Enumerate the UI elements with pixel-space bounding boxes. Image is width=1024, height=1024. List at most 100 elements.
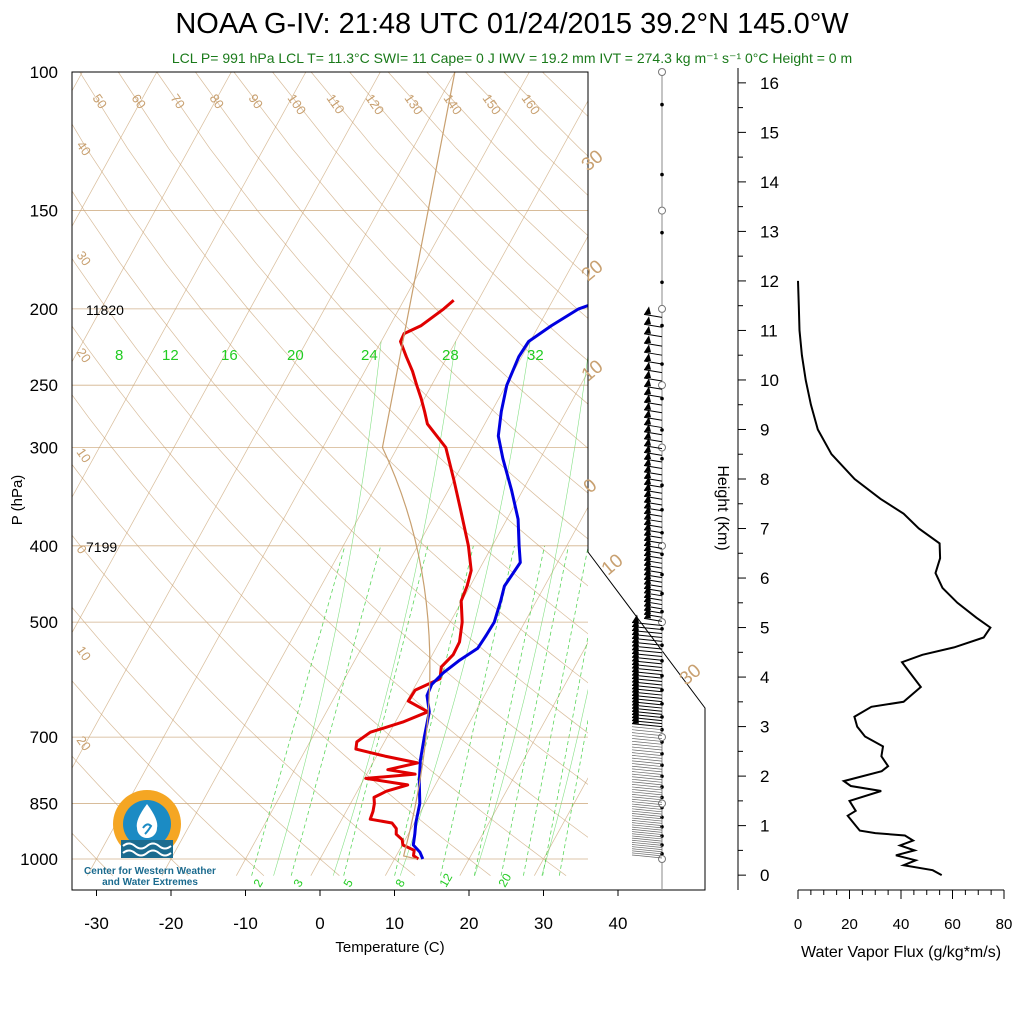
wind-barb-pennant — [644, 505, 651, 514]
isotherm-line — [534, 777, 588, 876]
dry-adiabat-label: 80 — [207, 91, 228, 111]
logo-emblem-icon — [113, 790, 181, 858]
x-tick-label: 30 — [534, 914, 553, 933]
y-tick-label: 300 — [30, 438, 58, 457]
isotherm-line — [0, 72, 8, 876]
wind-barb-shaft — [631, 776, 663, 781]
wind-barb-dot — [660, 230, 664, 235]
dry-adiabat-line — [72, 463, 491, 876]
flux-y-tick-label: 9 — [760, 420, 769, 439]
dry-adiabat-line — [349, 72, 588, 319]
mixing-ratio-line — [251, 545, 346, 876]
dry-adiabat-line — [72, 680, 265, 876]
wind-barb-shaft — [631, 833, 663, 838]
dry-adiabat-label: 60 — [129, 91, 150, 111]
wind-barb-shaft — [643, 313, 663, 318]
wind-barb-shaft — [643, 471, 663, 476]
wind-barb-pennant — [644, 370, 651, 379]
wind-barb-pennant — [644, 444, 651, 453]
y-tick-label: 700 — [30, 728, 58, 747]
isotherm-label: 10 — [598, 550, 628, 580]
wind-barb-shaft — [631, 757, 663, 762]
flux-y-tick-label: 10 — [760, 371, 779, 390]
height-annotation: 7199 — [86, 539, 117, 555]
dry-adiabat-line — [72, 325, 588, 838]
isotherm-label: 10 — [74, 445, 95, 465]
wind-barb-dot — [660, 843, 664, 847]
wind-barb-shaft — [643, 512, 663, 517]
wind-barb-pennant — [644, 516, 651, 525]
wind-barb-shaft — [631, 848, 663, 853]
wind-barb-shaft — [631, 810, 663, 815]
wind-barb-pennant — [644, 610, 651, 619]
wind-barb-pennant — [644, 488, 651, 497]
flux-x-tick-label: 0 — [794, 916, 802, 933]
wind-barb-shaft — [643, 489, 663, 494]
wind-barb-shaft — [643, 501, 663, 506]
wind-barb-shaft — [631, 817, 663, 822]
isotherm-line — [72, 72, 381, 634]
wind-barb-calm-circle — [658, 443, 666, 452]
wind-barb-shaft — [631, 846, 663, 850]
wind-barb-shaft — [643, 377, 663, 382]
wind-barb-shaft — [631, 820, 663, 824]
wind-barb-pennant — [644, 423, 651, 432]
wind-barb-pennant — [644, 353, 651, 362]
dry-adiabat-line — [233, 72, 588, 449]
y-tick-label: 1000 — [20, 850, 58, 869]
isotherm-label: 10 — [578, 356, 608, 386]
wind-barb-shaft — [631, 763, 663, 767]
wind-barb-shaft — [631, 738, 663, 742]
wind-barb-dot — [660, 774, 664, 779]
y-axis-title: P (hPa) — [9, 475, 26, 526]
flux-x-tick-label: 20 — [841, 916, 858, 933]
isotherm-line — [161, 100, 588, 876]
wind-barb-shaft — [631, 791, 663, 796]
parcel-path-line — [381, 72, 456, 860]
isotherm-line — [72, 72, 232, 363]
moist-adiabat-line — [399, 341, 531, 876]
isotherm-line — [72, 72, 158, 227]
wind-barb-shaft — [631, 826, 663, 831]
isotherm-line — [72, 72, 456, 769]
wind-barb-pennant — [644, 457, 651, 466]
moist-adiabat-line — [273, 341, 382, 876]
y-tick-label: 400 — [30, 537, 58, 556]
dry-adiabat-label: 70 — [168, 91, 189, 111]
isotherm-label: 30 — [74, 248, 95, 268]
flux-x-tick-label: 60 — [944, 916, 961, 933]
wind-barb-shaft — [631, 852, 663, 857]
wind-barb-shaft — [643, 523, 663, 528]
wind-barb-pennant — [644, 401, 651, 410]
wind-barb-dot — [660, 659, 664, 663]
wind-barb-shaft — [631, 837, 663, 842]
y-tick-label: 150 — [30, 202, 58, 221]
wind-barb-pennant — [644, 537, 651, 546]
mixing-ratio-line — [343, 545, 429, 876]
isotherm-label: 30 — [676, 660, 706, 690]
wind-barb-shaft — [643, 431, 663, 436]
dewpoint-profile-line — [411, 303, 588, 860]
wind-barb-shaft — [631, 732, 663, 736]
flux-y-tick-label: 14 — [760, 173, 779, 192]
wind-barb-dot — [660, 323, 664, 328]
mixing-ratio-label: 28 — [442, 347, 459, 364]
wind-barb-dot — [660, 280, 664, 285]
wind-barb-shaft — [631, 854, 663, 859]
isotherm-label: 10 — [74, 643, 95, 663]
wind-barb-pennant — [644, 521, 651, 530]
wind-barb-shaft — [631, 771, 663, 775]
y-tick-label: 500 — [30, 613, 58, 632]
wind-barb-pennant — [644, 463, 651, 472]
wind-barb-calm-circle — [658, 68, 666, 76]
flux-y-axis-title: Height (Km) — [714, 465, 731, 550]
mixing-ratio-line — [500, 545, 569, 876]
wind-barb-pennant — [644, 335, 651, 344]
mixing-ratio-label: 12 — [162, 347, 179, 364]
isotherm-label: 20 — [74, 733, 95, 753]
plot-frame — [71, 71, 706, 891]
dry-adiabat-line — [72, 257, 588, 785]
flux-y-tick-label: 4 — [760, 668, 769, 687]
wind-barb-shaft — [643, 495, 663, 500]
wind-barb-dot — [660, 456, 664, 461]
